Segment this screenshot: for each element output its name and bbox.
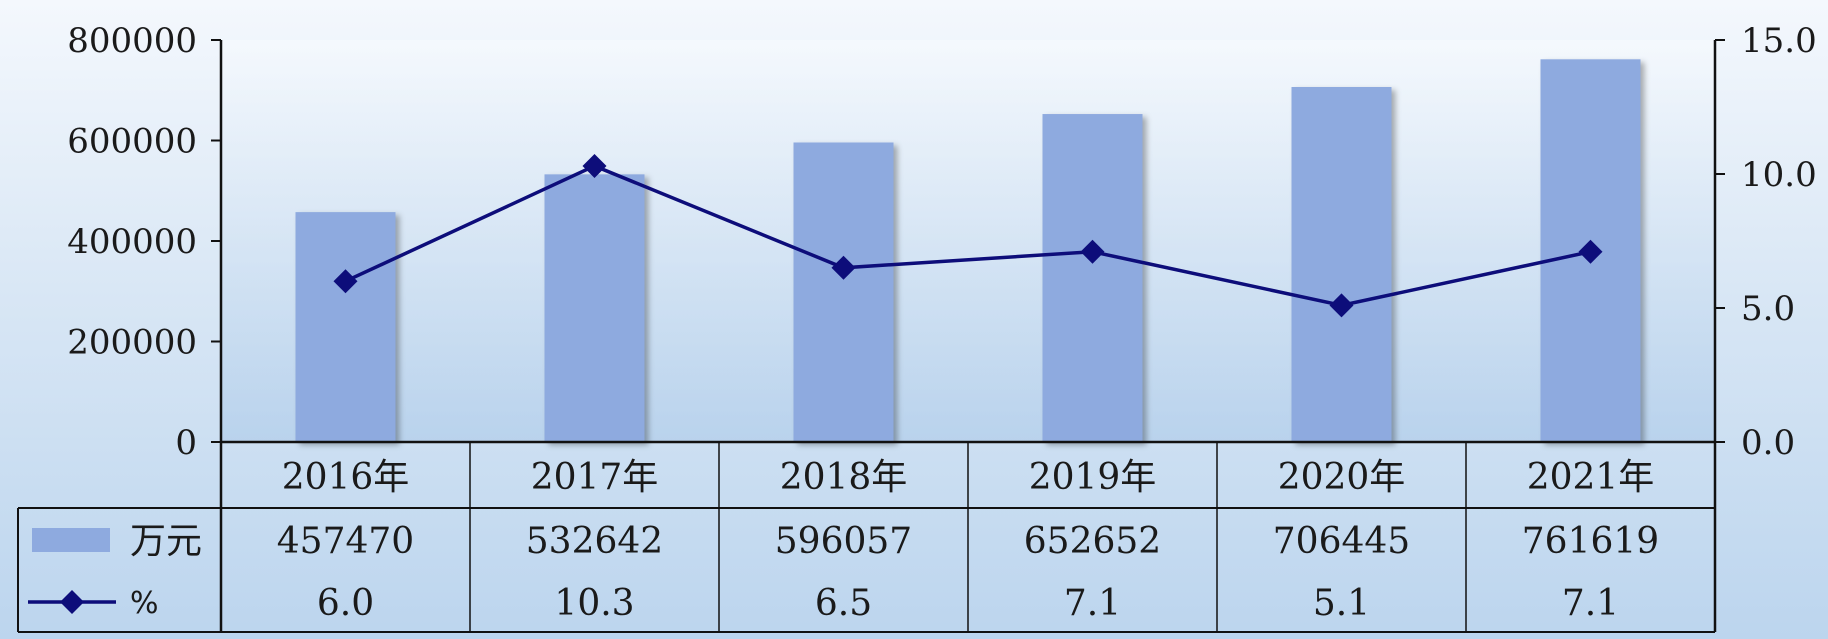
left-axis: 0 200000 400000 600000 800000 <box>67 21 223 632</box>
left-tick-label: 0 <box>175 423 197 463</box>
bar-value-label: 706445 <box>1273 521 1410 562</box>
left-tick-label: 600000 <box>67 122 197 162</box>
left-tick-label: 800000 <box>67 21 197 61</box>
bar <box>1042 114 1143 443</box>
bar <box>295 212 396 442</box>
line-point <box>1329 293 1354 318</box>
line-value-label: 7.1 <box>1562 583 1619 624</box>
legend-line-marker <box>60 590 84 614</box>
bar-value-label: 652652 <box>1024 521 1161 562</box>
line-value-label: 6.5 <box>815 583 872 624</box>
bar <box>544 174 645 442</box>
plot-area <box>221 40 1715 442</box>
line-value-label: 6.0 <box>317 583 374 624</box>
line-series <box>333 153 1603 318</box>
legend-line-label: % <box>130 586 159 621</box>
right-tick-label: 15.0 <box>1741 21 1817 61</box>
line-value-label: 5.1 <box>1313 583 1370 624</box>
category-label: 2018年 <box>780 457 908 498</box>
data-table: 2016年 2017年 2018年 2019年 2020年 2021年 457470 5326… <box>17 440 1715 633</box>
left-tick-label: 400000 <box>67 222 197 262</box>
left-tick-label: 200000 <box>67 323 197 363</box>
line-path <box>344 164 1591 308</box>
line-point <box>333 269 358 294</box>
bar-value-label: 596057 <box>775 521 912 562</box>
bar-value-label: 761619 <box>1522 521 1659 562</box>
category-label: 2017年 <box>531 457 659 498</box>
line-value-label: 10.3 <box>554 583 634 624</box>
category-label: 2016年 <box>282 457 410 498</box>
bar-value-label: 532642 <box>526 521 663 562</box>
line-value-label: 7.1 <box>1064 583 1121 624</box>
category-label: 2019年 <box>1029 457 1157 498</box>
right-tick-label: 0.0 <box>1741 423 1795 463</box>
line-point <box>1578 239 1603 264</box>
right-tick-label: 10.0 <box>1741 155 1817 195</box>
legend-bar-swatch <box>32 528 110 552</box>
right-axis: 0.0 5.0 10.0 15.0 <box>1713 21 1817 632</box>
right-tick-label: 5.0 <box>1741 289 1795 329</box>
legend-bar-label: 万元 <box>130 521 202 562</box>
category-label: 2021年 <box>1527 457 1655 498</box>
bar <box>793 142 894 442</box>
line-point <box>1080 239 1105 264</box>
bar <box>1291 87 1392 443</box>
line-point <box>831 255 856 280</box>
bar-value-label: 457470 <box>277 521 414 562</box>
category-label: 2020年 <box>1278 457 1406 498</box>
line-point <box>582 153 607 178</box>
